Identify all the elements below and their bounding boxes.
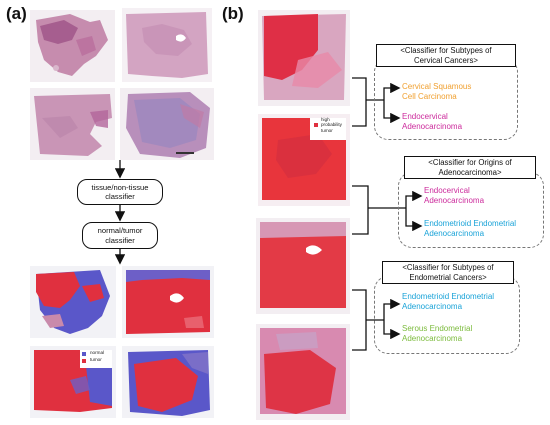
classifier1-output-2: Endocervical Adenocarcinoma [402,112,463,131]
prob-legend: high probability tumor [321,117,342,133]
classifier2-output-1: Endocervical Adenocarcinoma [424,186,485,205]
classifier3-output-2: Serous Endometrial Adenocarcinoma [402,324,473,343]
legend-tumor: tumor [90,357,102,362]
he-slide-a1 [30,10,115,82]
panel-a-label: (a) [6,4,27,23]
he-slide-a2 [122,8,212,82]
tissue-classifier-box: tissue/non-tissue classifier [77,179,163,205]
he-slide-a3 [30,88,115,160]
classifier2-output-2: Endometrioid Endometrial Adenocarcinoma [424,219,517,238]
tumor-classifier-box: normal/tumor classifier [82,222,158,249]
legend-normal: normal [90,350,105,355]
classified-slide-a3 [30,346,116,418]
classified-slide-a2 [122,266,214,338]
prob-slide-b2 [258,114,350,206]
classifier1-output-1: Cervical Squamous Cell Carcinoma [402,82,472,101]
classifier3-output-1: Endometrioid Endometrial Adenocarcinoma [402,292,495,311]
he-slide-a4 [120,88,214,160]
prob-slide-b1 [258,10,350,106]
prob-slide-b3 [256,218,350,314]
panel-b-label: (b) [222,4,244,23]
classifier1-title: <Classifier for Subtypes of Cervical Can… [376,44,516,68]
classified-slide-a1 [30,266,116,338]
classified-slide-a4 [122,346,214,418]
prob-slide-b4 [256,324,350,420]
classifier2-title: <Classifier for Origins of Adenocarcinom… [404,156,536,180]
classifier3-title: <Classifier for Subtypes of Endometrial … [382,261,514,285]
